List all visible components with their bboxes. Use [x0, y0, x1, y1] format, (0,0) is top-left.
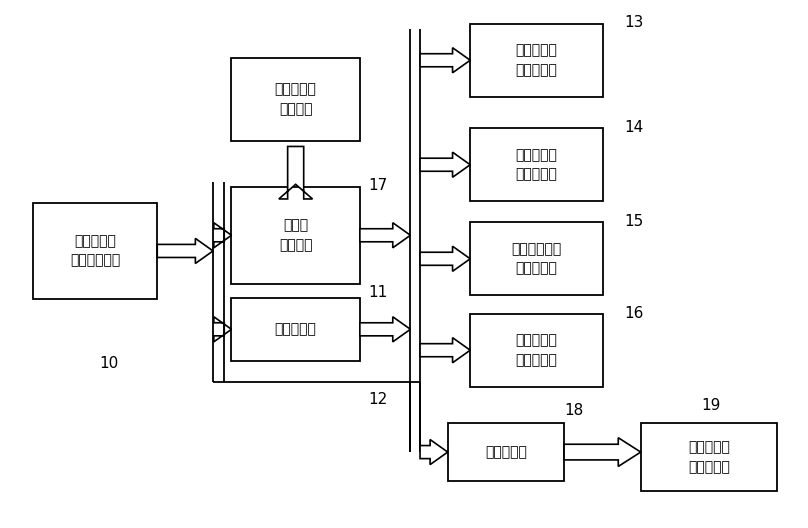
Text: 总容量速断
与过流显示: 总容量速断 与过流显示 [688, 440, 730, 474]
Polygon shape [158, 239, 213, 263]
Text: 变压器
容量显示: 变压器 容量显示 [279, 219, 313, 252]
Polygon shape [360, 223, 410, 248]
Polygon shape [279, 146, 313, 199]
Polygon shape [360, 317, 410, 342]
Bar [231, 58, 360, 141]
Text: 过负荷值显示
与倍数选择: 过负荷值显示 与倍数选择 [511, 242, 562, 276]
Polygon shape [420, 439, 448, 465]
Polygon shape [214, 223, 231, 248]
Polygon shape [214, 317, 231, 342]
Bar [231, 187, 360, 284]
Text: 13: 13 [625, 15, 644, 30]
Text: 12: 12 [368, 392, 387, 407]
Polygon shape [420, 48, 470, 73]
Text: 17: 17 [368, 178, 387, 193]
Text: 10: 10 [99, 356, 118, 371]
Text: 最大变压器
容量显示: 最大变压器 容量显示 [275, 83, 317, 116]
Bar [231, 298, 360, 361]
Bar [470, 314, 603, 387]
Text: 18: 18 [565, 403, 583, 418]
Bar [33, 203, 158, 299]
Bar [448, 423, 564, 481]
Bar [470, 222, 603, 295]
Text: 过流值显示
与倍数选择: 过流值显示 与倍数选择 [516, 148, 558, 182]
Text: 19: 19 [701, 398, 720, 412]
Polygon shape [420, 152, 470, 177]
Bar [470, 24, 603, 97]
Text: 速断值显示
与倍数选择: 速断值显示 与倍数选择 [516, 43, 558, 77]
Text: 总容量显示: 总容量显示 [485, 445, 527, 459]
Text: 电流比显示: 电流比显示 [275, 322, 317, 336]
Text: 14: 14 [625, 120, 644, 135]
Polygon shape [564, 438, 641, 466]
Text: 16: 16 [625, 306, 644, 321]
Text: 15: 15 [625, 214, 644, 229]
Polygon shape [420, 338, 470, 363]
Text: 11: 11 [368, 285, 387, 300]
Polygon shape [420, 246, 470, 271]
Text: 升级与基础
数据界面切换: 升级与基础 数据界面切换 [70, 234, 120, 268]
Bar [641, 423, 777, 491]
Text: 接地值显示
与倍数选择: 接地值显示 与倍数选择 [516, 334, 558, 367]
Bar [470, 128, 603, 201]
